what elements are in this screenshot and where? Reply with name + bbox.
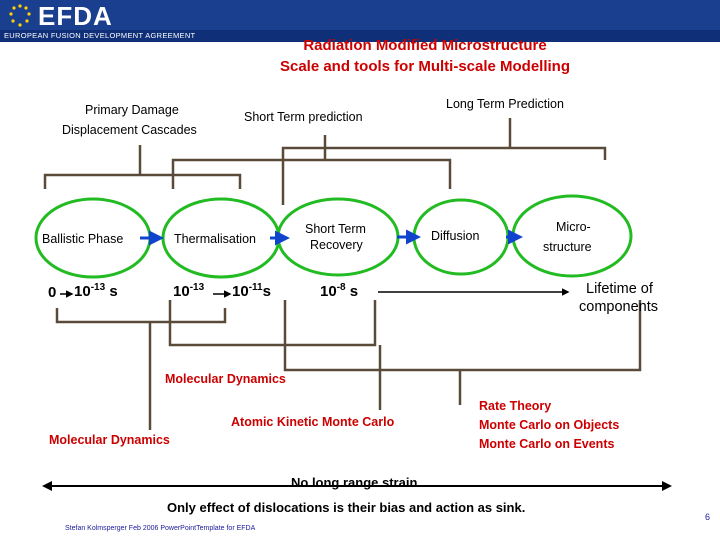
- footer-page-number: 6: [705, 512, 711, 522]
- header-subband: [0, 30, 720, 42]
- bracket-akmc: [168, 300, 377, 347]
- time-10-8-exp: -8: [336, 282, 346, 293]
- logo-text: EFDA: [38, 1, 113, 31]
- label-long-term-prediction: Long Term Prediction: [446, 97, 564, 111]
- time-10-8-base: 10: [320, 283, 337, 300]
- label-rate-theory: Rate Theory: [479, 399, 552, 413]
- eu-stars-icon: [9, 4, 31, 27]
- time-10-8-unit: s: [349, 283, 359, 300]
- circle-microstructure: [511, 194, 633, 278]
- label-lifetime-2: components: [579, 299, 658, 315]
- bracket-primary-damage: [43, 145, 242, 189]
- label-microstructure-1: Micro-: [556, 220, 591, 234]
- label-short-term-recovery-1: Short Term: [305, 222, 366, 236]
- label-microstructure-2: structure: [543, 240, 592, 254]
- label-lifetime-1: Lifetime of: [586, 281, 653, 297]
- title-line2: Scale and tools for Multi-scale Modellin…: [279, 58, 571, 75]
- time-10-13-s: 10-13 s: [74, 282, 118, 300]
- time-10-13b-exp: -13: [189, 282, 205, 293]
- time-10-13b-base: 10: [173, 283, 190, 300]
- label-ballistic-phase: Ballistic Phase: [42, 232, 124, 246]
- label-md-lower: Molecular Dynamics: [49, 433, 170, 447]
- note-no-long-range-strain: No long range strain: [291, 475, 418, 490]
- bracket-md-upper: [55, 308, 227, 324]
- label-primary-damage-1: Primary Damage: [85, 103, 179, 117]
- time-10-13-base: 10: [74, 283, 91, 300]
- label-akmc: Atomic Kinetic Monte Carlo: [231, 415, 395, 429]
- time-10-11-s: 10-11s: [232, 282, 271, 300]
- note-dislocations: Only effect of dislocations is their bia…: [167, 500, 526, 515]
- time-zero: 0: [48, 284, 57, 301]
- time-10-11-base: 10: [232, 283, 249, 300]
- label-primary-damage-2: Displacement Cascades: [62, 123, 197, 137]
- time-10-13-unit: s: [109, 283, 118, 300]
- label-mc-objects: Monte Carlo on Objects: [479, 418, 620, 432]
- time-10-11-unit: s: [262, 283, 271, 300]
- logo-subtitle: EUROPEAN FUSION DEVELOPMENT AGREEMENT: [4, 31, 196, 40]
- title-line1: Radiation Modified Microstructure: [303, 37, 547, 54]
- circle-short-term-recovery: [276, 197, 400, 277]
- time-10-11-exp: -11: [248, 282, 263, 293]
- time-10-8-s: 10-8 s: [320, 282, 358, 300]
- bracket-short-term: [171, 135, 452, 189]
- time-10-13: 10-13: [173, 282, 204, 300]
- time-10-13-exp: -13: [90, 282, 106, 293]
- footer-author: Stefan Kolmsperger Feb 2006 PowerPointTe…: [65, 525, 256, 532]
- label-thermalisation: Thermalisation: [174, 232, 256, 246]
- label-mc-events: Monte Carlo on Events: [479, 437, 615, 451]
- label-short-term-prediction: Short Term prediction: [244, 110, 363, 124]
- label-md-upper: Molecular Dynamics: [165, 372, 286, 386]
- label-short-term-recovery-2: Recovery: [310, 238, 363, 252]
- bracket-rate-theory: [283, 300, 642, 372]
- bracket-long-term: [281, 118, 607, 205]
- label-diffusion: Diffusion: [431, 229, 480, 243]
